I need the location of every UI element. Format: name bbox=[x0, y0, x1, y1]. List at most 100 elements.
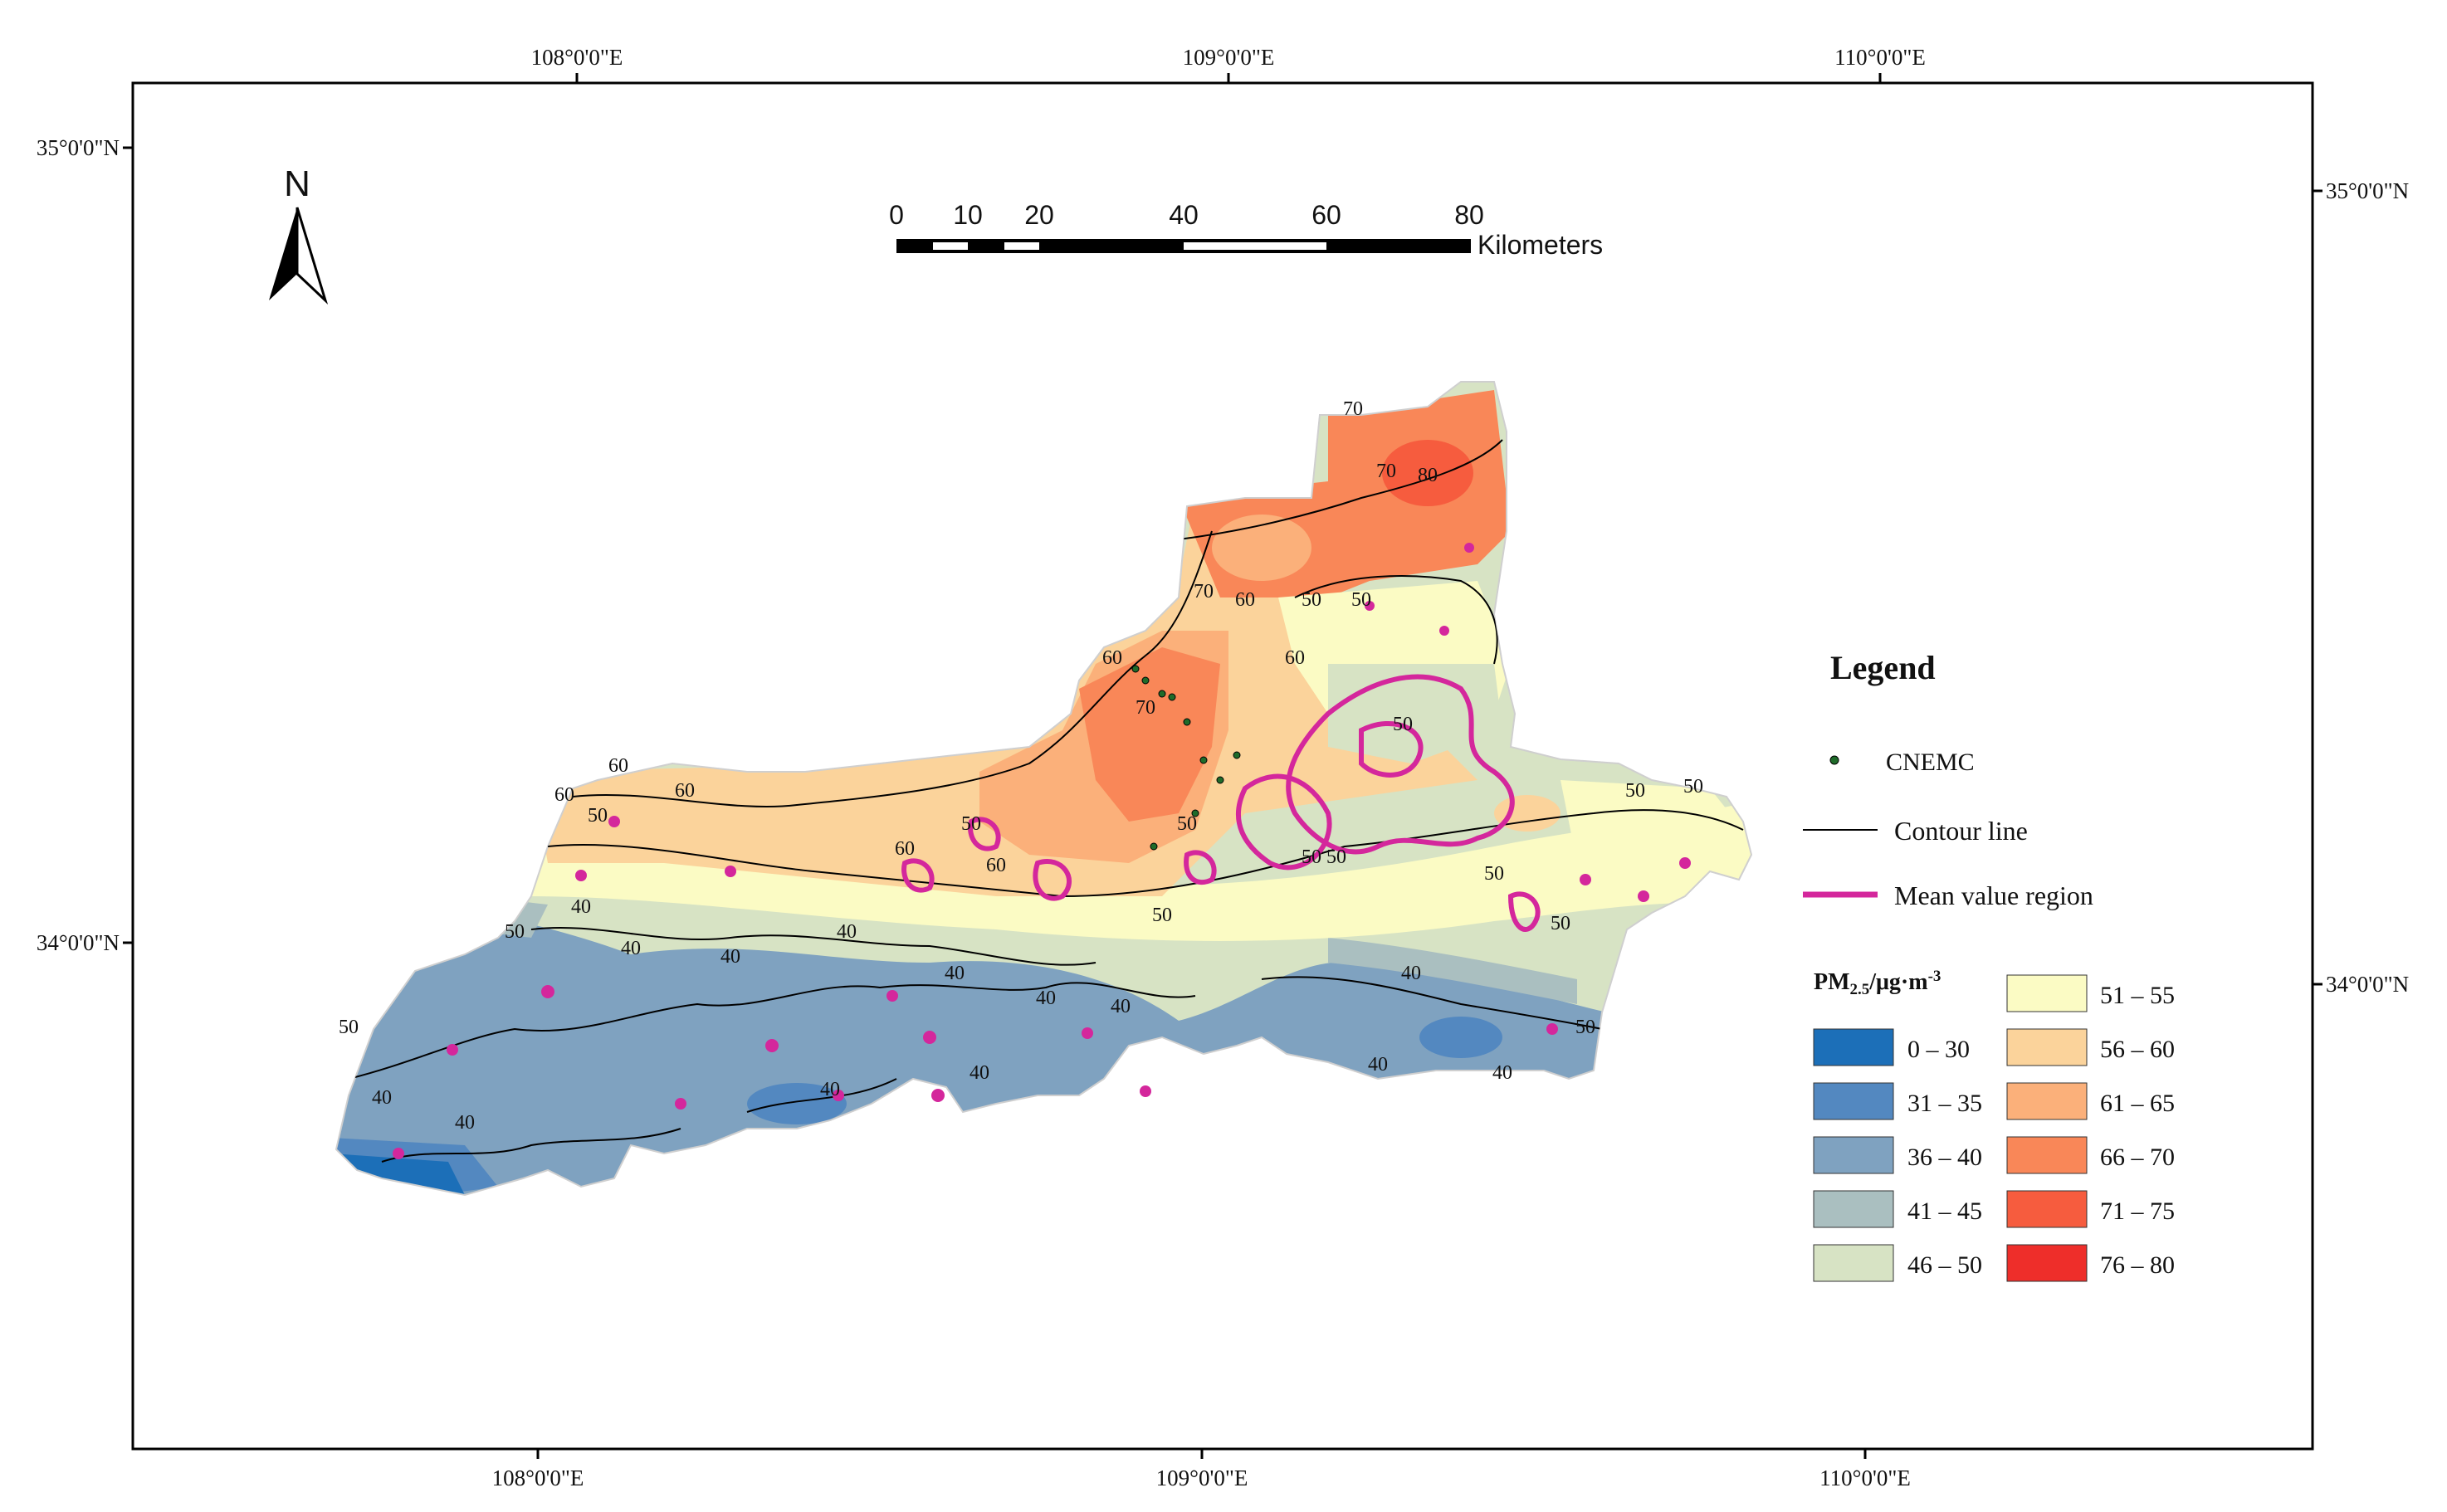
bottom-lon-label-2: 109°0'0"E bbox=[1156, 1466, 1248, 1490]
contour-label: 60 bbox=[986, 855, 1006, 876]
contour-label: 40 bbox=[621, 938, 641, 959]
contour-label: 50 bbox=[339, 1017, 359, 1038]
contour-label: 50 bbox=[1575, 1017, 1595, 1038]
left-lat-label-2: 34°0'0"N bbox=[37, 930, 120, 955]
contour-label: 50 bbox=[1351, 589, 1371, 611]
contour-label: 70 bbox=[1194, 581, 1214, 602]
bottom-lon-label-1: 108°0'0"E bbox=[492, 1466, 584, 1490]
class-swatch-66-70 bbox=[2006, 1136, 2088, 1174]
class-label-31-35: 31 – 35 bbox=[1907, 1090, 1982, 1117]
class-label-0-30: 0 – 30 bbox=[1907, 1036, 1970, 1063]
contour-lines bbox=[348, 439, 1744, 1163]
legend: Legend CNEMC Contour line Mean value reg… bbox=[1803, 649, 2175, 1282]
contour-label: 40 bbox=[1492, 1062, 1512, 1084]
contour-label: 60 bbox=[1235, 589, 1255, 611]
left-lat-label-1: 35°0'0"N bbox=[37, 135, 120, 160]
class-swatch-41-45 bbox=[1813, 1190, 1894, 1228]
class-label-41-45: 41 – 45 bbox=[1907, 1197, 1982, 1225]
contour-label: 40 bbox=[970, 1062, 989, 1084]
contour-label: 50 bbox=[1484, 863, 1504, 885]
legend-item-contour: Contour line bbox=[1894, 816, 2028, 846]
contour-label: 50 bbox=[1393, 714, 1413, 735]
contour-label: 40 bbox=[837, 921, 857, 943]
contour-label: 40 bbox=[945, 963, 965, 984]
contour-label: 50 bbox=[1302, 846, 1321, 868]
mean-value-regions bbox=[901, 674, 1541, 932]
scale-tick-10: 10 bbox=[953, 200, 983, 230]
contour-label: 50 bbox=[961, 813, 981, 835]
class-label-61-65: 61 – 65 bbox=[2100, 1090, 2175, 1117]
contour-label: 40 bbox=[372, 1087, 392, 1109]
pm25-legend-title: PM2.5/μg·m-3 bbox=[1814, 968, 1941, 998]
scale-unit: Kilometers bbox=[1477, 230, 1603, 260]
right-lat-label-2: 34°0'0"N bbox=[2326, 972, 2409, 997]
class-swatch-61-65 bbox=[2006, 1082, 2088, 1120]
class-label-56-60: 56 – 60 bbox=[2100, 1036, 2175, 1063]
contour-label: 60 bbox=[895, 838, 915, 860]
scale-tick-80: 80 bbox=[1454, 200, 1484, 230]
contour-label: 40 bbox=[1036, 988, 1056, 1009]
class-swatch-56-60 bbox=[2006, 1028, 2088, 1066]
contour-label: 50 bbox=[1683, 776, 1703, 797]
top-lon-label-1: 108°0'0"E bbox=[531, 45, 623, 70]
contour-label: 80 bbox=[1418, 465, 1438, 486]
contour-labels: 70 70 80 70 60 70 60 50 60 60 60 60 50 5… bbox=[339, 398, 1703, 1134]
contour-label: 40 bbox=[455, 1112, 475, 1134]
study-region-outline bbox=[335, 381, 1753, 1197]
class-swatch-76-80 bbox=[2006, 1244, 2088, 1282]
cnemc-stations bbox=[1131, 665, 1241, 851]
class-label-36-40: 36 – 40 bbox=[1907, 1144, 1982, 1171]
contour-label: 60 bbox=[675, 780, 695, 802]
class-label-76-80: 76 – 80 bbox=[2100, 1251, 2175, 1279]
class-label-66-70: 66 – 70 bbox=[2100, 1144, 2175, 1171]
contour-label: 40 bbox=[1368, 1054, 1388, 1075]
class-swatch-0-30 bbox=[1813, 1028, 1894, 1066]
contour-label: 70 bbox=[1376, 461, 1396, 482]
contour-label: 50 bbox=[588, 805, 608, 827]
class-swatch-71-75 bbox=[2006, 1190, 2088, 1228]
contour-label: 40 bbox=[1401, 963, 1421, 984]
class-swatch-31-35 bbox=[1813, 1082, 1894, 1120]
legend-title: Legend bbox=[1830, 649, 1936, 686]
legend-item-mean: Mean value region bbox=[1894, 880, 2093, 910]
contour-label: 70 bbox=[1343, 398, 1363, 420]
legend-item-cnemc: CNEMC bbox=[1886, 749, 1975, 776]
contour-label: 40 bbox=[571, 896, 591, 918]
north-letter: N bbox=[284, 163, 310, 204]
contour-label: 50 bbox=[1177, 813, 1197, 835]
contour-label: 40 bbox=[720, 946, 740, 968]
mean-value-spots bbox=[393, 543, 1691, 1159]
contour-label: 50 bbox=[1326, 846, 1346, 868]
scale-tick-0: 0 bbox=[889, 200, 904, 230]
graticule-ticks bbox=[123, 73, 2322, 1459]
class-label-71-75: 71 – 75 bbox=[2100, 1197, 2175, 1225]
contour-label: 40 bbox=[1111, 996, 1131, 1017]
contour-label: 60 bbox=[608, 755, 628, 777]
scale-bar: 0 10 20 40 60 80 Kilometers bbox=[889, 200, 1603, 260]
class-label-46-50: 46 – 50 bbox=[1907, 1251, 1982, 1279]
contour-label: 60 bbox=[1102, 647, 1122, 669]
contour-label: 50 bbox=[505, 921, 525, 943]
contour-label: 50 bbox=[1302, 589, 1321, 611]
contour-label: 40 bbox=[820, 1079, 840, 1100]
class-label-51-55: 51 – 55 bbox=[2100, 982, 2175, 1009]
contour-label: 50 bbox=[1152, 905, 1172, 926]
contour-label: 60 bbox=[1285, 647, 1305, 669]
class-swatch-51-55 bbox=[2006, 974, 2088, 1012]
station-dot-icon bbox=[1829, 755, 1839, 765]
right-lat-label-1: 35°0'0"N bbox=[2326, 178, 2409, 203]
class-swatch-46-50 bbox=[1813, 1244, 1894, 1282]
north-arrow-icon: N bbox=[269, 163, 329, 305]
top-lon-label-3: 110°0'0"E bbox=[1834, 45, 1926, 70]
contour-label: 60 bbox=[554, 784, 574, 806]
scale-tick-20: 20 bbox=[1024, 200, 1054, 230]
scale-tick-60: 60 bbox=[1311, 200, 1341, 230]
class-swatch-36-40 bbox=[1813, 1136, 1894, 1174]
scale-tick-40: 40 bbox=[1169, 200, 1199, 230]
contour-label: 50 bbox=[1551, 913, 1570, 934]
bottom-lon-label-3: 110°0'0"E bbox=[1819, 1466, 1911, 1490]
contour-label: 70 bbox=[1136, 697, 1155, 719]
contour-label: 50 bbox=[1625, 780, 1645, 802]
top-lon-label-2: 109°0'0"E bbox=[1183, 45, 1275, 70]
